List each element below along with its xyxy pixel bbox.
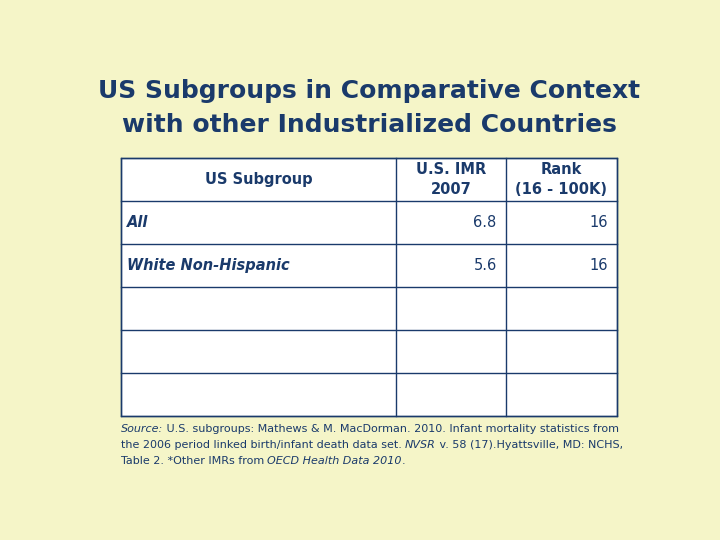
Text: Source:: Source: [121, 424, 163, 435]
Text: 16: 16 [590, 215, 608, 230]
Text: U.S. subgroups: Mathews & M. MacDorman. 2010. Infant mortality statistics from: U.S. subgroups: Mathews & M. MacDorman. … [163, 424, 619, 435]
Text: 16: 16 [590, 258, 608, 273]
Text: Rank
(16 - 100K): Rank (16 - 100K) [516, 163, 608, 197]
Text: .: . [402, 456, 405, 466]
Text: the 2006 period linked birth/infant death data set.: the 2006 period linked birth/infant deat… [121, 440, 405, 450]
Text: 5.6: 5.6 [473, 258, 497, 273]
Text: US Subgroups in Comparative Context: US Subgroups in Comparative Context [98, 79, 640, 103]
Text: US Subgroup: US Subgroup [204, 172, 312, 187]
Text: with other Industrialized Countries: with other Industrialized Countries [122, 113, 616, 137]
Text: v. 58 (17).Hyattsville, MD: NCHS,: v. 58 (17).Hyattsville, MD: NCHS, [436, 440, 623, 450]
Text: 6.8: 6.8 [473, 215, 497, 230]
Text: NVSR: NVSR [405, 440, 436, 450]
Text: Table 2. *Other IMRs from: Table 2. *Other IMRs from [121, 456, 267, 466]
Text: White Non-Hispanic: White Non-Hispanic [127, 258, 289, 273]
FancyBboxPatch shape [121, 158, 617, 416]
Text: U.S. IMR
2007: U.S. IMR 2007 [416, 163, 486, 197]
Text: OECD Health Data 2010: OECD Health Data 2010 [267, 456, 402, 466]
Text: All: All [127, 215, 148, 230]
